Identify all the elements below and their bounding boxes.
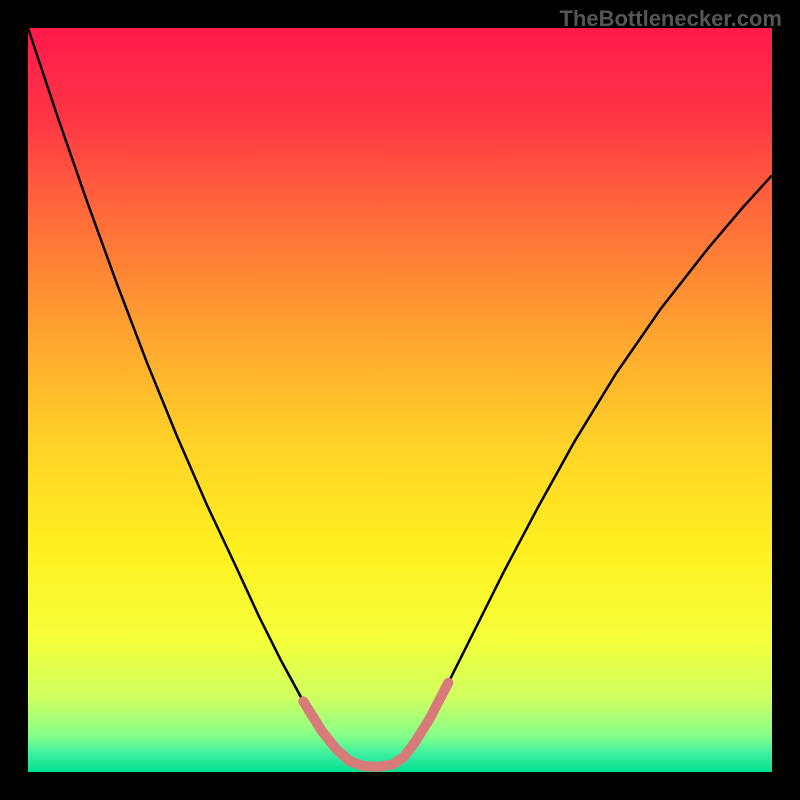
bottleneck-curve bbox=[28, 28, 772, 767]
plot-area bbox=[28, 28, 772, 772]
highlight-left bbox=[303, 701, 349, 761]
highlight-right bbox=[404, 683, 449, 757]
watermark-text: TheBottlenecker.com bbox=[559, 6, 782, 32]
curve-svg bbox=[28, 28, 772, 772]
highlight-bottom bbox=[349, 757, 403, 767]
